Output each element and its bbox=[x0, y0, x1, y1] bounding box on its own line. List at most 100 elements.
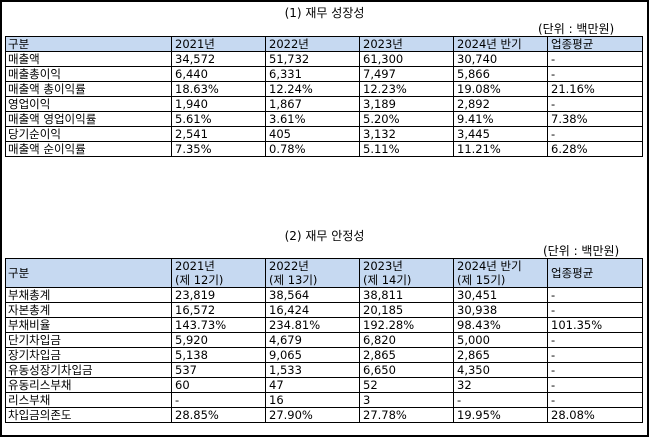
header-period: (제 12기) bbox=[175, 273, 224, 287]
value-cell: 32 bbox=[453, 377, 548, 393]
value-cell: 38,811 bbox=[359, 287, 454, 303]
value-cell: 16,572 bbox=[171, 302, 266, 318]
row-label: 매출액 bbox=[5, 51, 172, 67]
value-cell: 0.78% bbox=[265, 141, 360, 157]
value-cell: 5.61% bbox=[171, 111, 266, 127]
row-label: 리스부채 bbox=[5, 392, 172, 408]
header-cell-2021: 2021년 (제 12기) bbox=[171, 258, 266, 288]
value-cell: 51,732 bbox=[265, 51, 360, 67]
value-cell: - bbox=[547, 362, 643, 378]
growth-unit-label: (단위 : 백만원) bbox=[538, 22, 615, 36]
value-cell: 2,541 bbox=[171, 126, 266, 142]
value-cell: - bbox=[171, 392, 266, 408]
value-cell: - bbox=[547, 332, 643, 348]
value-cell: 5.20% bbox=[359, 111, 454, 127]
header-year: 2023년 bbox=[363, 259, 403, 274]
stability-table-body: 구분 2021년 (제 12기) 2022년 (제 13기) 2023년 (제 14기… bbox=[5, 258, 643, 423]
table-row: 자본총계 16,572 16,424 20,185 30,938- bbox=[5, 302, 643, 318]
value-cell: 3,132 bbox=[359, 126, 454, 142]
row-label: 장기차입금 bbox=[5, 347, 172, 363]
header-year: 2021년 bbox=[175, 259, 215, 274]
table-row: 장기차입금 5,138 9,065 2,865 2,865- bbox=[5, 347, 643, 363]
table-row: 영업이익 1,940 1,867 3,189 2,892- bbox=[5, 96, 643, 112]
growth-table-body: 구분 2021년 2022년 2023년 2024년 반기 업종평균 매출액 34… bbox=[5, 36, 643, 157]
value-cell: 405 bbox=[265, 126, 360, 142]
value-cell: 3 bbox=[359, 392, 454, 408]
table-row: 리스부채 -16 3- - bbox=[5, 392, 643, 408]
value-cell: 12.23% bbox=[359, 81, 454, 97]
header-cell-2024-half: 2024년 반기 (제 15기) bbox=[453, 258, 548, 288]
row-label: 매출액 순이익률 bbox=[5, 141, 172, 157]
value-cell: 19.08% bbox=[453, 81, 548, 97]
value-cell: 537 bbox=[171, 362, 266, 378]
value-cell: 1,867 bbox=[265, 96, 360, 112]
row-label: 매출액 영업이익률 bbox=[5, 111, 172, 127]
value-cell: 4,350 bbox=[453, 362, 548, 378]
value-cell: 4,679 bbox=[265, 332, 360, 348]
value-cell: - bbox=[547, 96, 643, 112]
table-row: 차입금의존도 28.85% 27.90% 27.78% 19.95% 28.08% bbox=[5, 407, 643, 423]
value-cell: 38,564 bbox=[265, 287, 360, 303]
value-cell: 192.28% bbox=[359, 317, 454, 333]
value-cell: 9.41% bbox=[453, 111, 548, 127]
value-cell: 30,938 bbox=[453, 302, 548, 318]
value-cell: 28.08% bbox=[547, 407, 643, 423]
value-cell: 3,189 bbox=[359, 96, 454, 112]
header-cell-industry-average: 업종평균 bbox=[547, 258, 643, 288]
value-cell: 5,000 bbox=[453, 332, 548, 348]
value-cell: 28.85% bbox=[171, 407, 266, 423]
stability-unit-label: (단위 : 백만원) bbox=[543, 244, 620, 258]
value-cell: 20,185 bbox=[359, 302, 454, 318]
value-cell: - bbox=[547, 51, 643, 67]
value-cell: 2,865 bbox=[359, 347, 454, 363]
value-cell: 9,065 bbox=[265, 347, 360, 363]
growth-title: (1) 재무 성장성 bbox=[284, 6, 365, 20]
header-year: 2024년 반기 bbox=[457, 259, 522, 274]
value-cell: 143.73% bbox=[171, 317, 266, 333]
value-cell: 2,892 bbox=[453, 96, 548, 112]
table-row: 매출액 34,572 51,732 61,300 30,740- bbox=[5, 51, 643, 67]
table-row: 매출액 총이익률 18.63% 12.24% 12.23% 19.08% 21.16% bbox=[5, 81, 643, 97]
value-cell: 1,940 bbox=[171, 96, 266, 112]
table-row: 부채총계 23,819 38,564 38,811 30,451- bbox=[5, 287, 643, 303]
value-cell: 47 bbox=[265, 377, 360, 393]
value-cell: 60 bbox=[171, 377, 266, 393]
value-cell: 61,300 bbox=[359, 51, 454, 67]
table-row: 당기순이익 2,541 405 3,132 3,445- bbox=[5, 126, 643, 142]
value-cell: 6,331 bbox=[265, 66, 360, 82]
value-cell: 30,451 bbox=[453, 287, 548, 303]
value-cell: 234.81% bbox=[265, 317, 360, 333]
table-row: 매출액 영업이익률 5.61% 3.61% 5.20% 9.41% 7.38% bbox=[5, 111, 643, 127]
row-label: 매출총이익 bbox=[5, 66, 172, 82]
header-cell-2023: 2023년 (제 14기) bbox=[359, 258, 454, 288]
value-cell: - bbox=[547, 377, 643, 393]
value-cell: 16 bbox=[265, 392, 360, 408]
header-cell-category: 구분 bbox=[5, 258, 172, 288]
value-cell: - bbox=[547, 347, 643, 363]
value-cell: - bbox=[547, 287, 643, 303]
value-cell: 2,865 bbox=[453, 347, 548, 363]
row-label: 영업이익 bbox=[5, 96, 172, 112]
value-cell: 7.35% bbox=[171, 141, 266, 157]
value-cell: 3,445 bbox=[453, 126, 548, 142]
value-cell: - bbox=[547, 302, 643, 318]
growth-header-row: 구분 2021년 2022년 2023년 2024년 반기 업종평균 bbox=[5, 36, 643, 52]
value-cell: 1,533 bbox=[265, 362, 360, 378]
row-label: 유동성장기차입금 bbox=[5, 362, 172, 378]
header-cell-industry-average: 업종평균 bbox=[547, 36, 643, 52]
header-cell-2022: 2022년 bbox=[265, 36, 360, 52]
table-row: 매출액 순이익률 7.35% 0.78% 5.11% 11.21% 6.28% bbox=[5, 141, 643, 157]
row-label: 유동리스부채 bbox=[5, 377, 172, 393]
table-row: 유동성장기차입금 537 1,533 6,650 4,350- bbox=[5, 362, 643, 378]
header-cell-2023: 2023년 bbox=[359, 36, 454, 52]
row-label: 차입금의존도 bbox=[5, 407, 172, 423]
value-cell: 30,740 bbox=[453, 51, 548, 67]
header-period: (제 15기) bbox=[457, 273, 506, 287]
row-label: 단기차입금 bbox=[5, 332, 172, 348]
value-cell: 6,440 bbox=[171, 66, 266, 82]
value-cell: 7,497 bbox=[359, 66, 454, 82]
header-period: (제 14기) bbox=[363, 273, 412, 287]
value-cell: 5,920 bbox=[171, 332, 266, 348]
value-cell: 34,572 bbox=[171, 51, 266, 67]
value-cell: 6.28% bbox=[547, 141, 643, 157]
